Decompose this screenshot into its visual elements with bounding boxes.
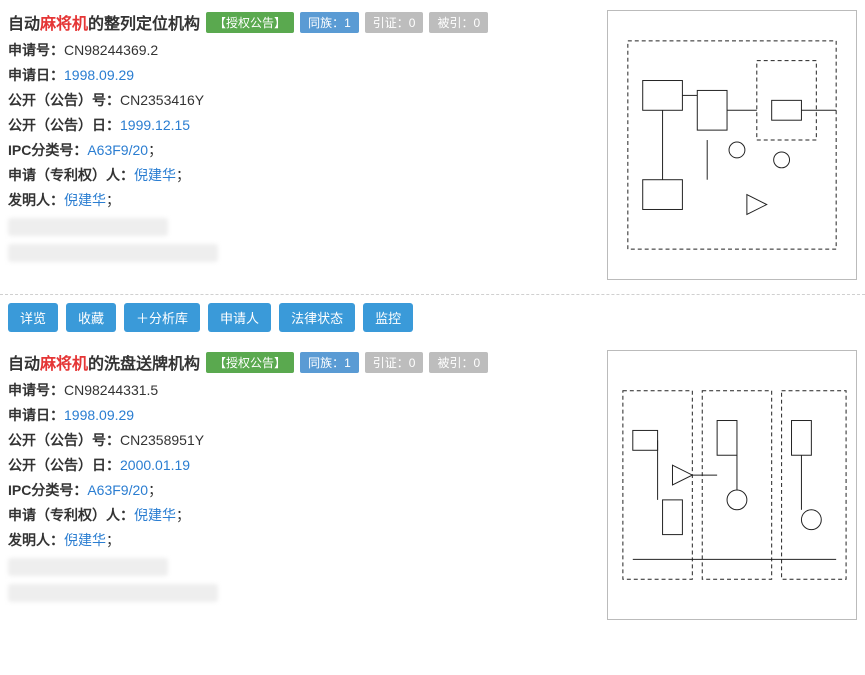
redacted-row xyxy=(8,558,168,576)
label-pub-date: 公开（公告）日： xyxy=(8,117,120,133)
value-ipc[interactable]: A63F9/20 xyxy=(87,482,148,498)
value-inventor[interactable]: 倪建华 xyxy=(64,192,106,208)
card-thumbnail-area xyxy=(595,10,857,280)
row-inventor: 发明人：倪建华； xyxy=(8,190,595,210)
redacted-row xyxy=(8,244,218,262)
applicant-button[interactable]: 申请人 xyxy=(208,303,271,332)
row-ipc: IPC分类号：A63F9/20； xyxy=(8,140,595,160)
title-suffix: 的洗盘送牌机构 xyxy=(88,356,200,373)
patent-card: 自动麻将机的整列定位机构 【授权公告】 同族：1 引证：0 被引：0 申请号：C… xyxy=(0,0,865,295)
row-pub-no: 公开（公告）号：CN2358951Y xyxy=(8,430,595,450)
label-pub-no: 公开（公告）号： xyxy=(8,432,120,448)
separator: ； xyxy=(106,532,120,548)
row-pub-date: 公开（公告）日：1999.12.15 xyxy=(8,115,595,135)
card-thumbnail-area xyxy=(595,350,857,620)
label-pub-date: 公开（公告）日： xyxy=(8,457,120,473)
label-app-no: 申请号： xyxy=(8,42,64,58)
label-inventor: 发明人： xyxy=(8,192,64,208)
actions-bar: 详览 收藏 ＋分析库 申请人 法律状态 监控 xyxy=(0,295,865,340)
value-pub-no: CN2358951Y xyxy=(120,432,204,448)
redacted-row xyxy=(8,218,168,236)
value-app-no: CN98244331.5 xyxy=(64,382,158,398)
separator: ； xyxy=(148,482,162,498)
row-app-no: 申请号：CN98244331.5 xyxy=(8,380,595,400)
separator: ； xyxy=(148,142,162,158)
label-pub-no: 公开（公告）号： xyxy=(8,92,120,108)
title-suffix: 的整列定位机构 xyxy=(88,16,200,33)
badge-family[interactable]: 同族：1 xyxy=(300,352,359,373)
patent-drawing-thumbnail[interactable] xyxy=(607,350,857,620)
value-applicant[interactable]: 倪建华 xyxy=(134,507,176,523)
title-row: 自动麻将机的洗盘送牌机构 【授权公告】 同族：1 引证：0 被引：0 xyxy=(8,350,595,374)
label-app-date: 申请日： xyxy=(8,67,64,83)
label-ipc: IPC分类号： xyxy=(8,482,87,498)
value-pub-date[interactable]: 2000.01.19 xyxy=(120,457,190,473)
card-details: 自动麻将机的洗盘送牌机构 【授权公告】 同族：1 引证：0 被引：0 申请号：C… xyxy=(8,350,595,620)
label-applicant: 申请（专利权）人： xyxy=(8,507,134,523)
title-highlight: 麻将机 xyxy=(40,356,88,373)
title-prefix: 自动 xyxy=(8,356,40,373)
card-details: 自动麻将机的整列定位机构 【授权公告】 同族：1 引证：0 被引：0 申请号：C… xyxy=(8,10,595,280)
value-app-date[interactable]: 1998.09.29 xyxy=(64,67,134,83)
separator: ； xyxy=(106,192,120,208)
row-app-date: 申请日：1998.09.29 xyxy=(8,65,595,85)
preview-button[interactable]: 详览 xyxy=(8,303,58,332)
circuit-diagram-icon xyxy=(608,11,856,279)
add-library-button[interactable]: ＋分析库 xyxy=(124,303,200,332)
badge-cited[interactable]: 被引：0 xyxy=(429,12,488,33)
value-ipc[interactable]: A63F9/20 xyxy=(87,142,148,158)
patent-drawing-thumbnail[interactable] xyxy=(607,10,857,280)
patent-title[interactable]: 自动麻将机的洗盘送牌机构 xyxy=(8,350,200,374)
monitor-button[interactable]: 监控 xyxy=(363,303,413,332)
title-highlight: 麻将机 xyxy=(40,16,88,33)
separator: ； xyxy=(176,167,190,183)
value-applicant[interactable]: 倪建华 xyxy=(134,167,176,183)
value-app-no: CN98244369.2 xyxy=(64,42,158,58)
legal-status-button[interactable]: 法律状态 xyxy=(279,303,355,332)
badge-cite[interactable]: 引证：0 xyxy=(365,12,424,33)
badge-cite[interactable]: 引证：0 xyxy=(365,352,424,373)
row-pub-date: 公开（公告）日：2000.01.19 xyxy=(8,455,595,475)
row-applicant: 申请（专利权）人：倪建华； xyxy=(8,505,595,525)
badge-auth[interactable]: 【授权公告】 xyxy=(206,12,294,33)
value-inventor[interactable]: 倪建华 xyxy=(64,532,106,548)
favorite-button[interactable]: 收藏 xyxy=(66,303,116,332)
separator: ； xyxy=(176,507,190,523)
value-app-date[interactable]: 1998.09.29 xyxy=(64,407,134,423)
row-applicant: 申请（专利权）人：倪建华； xyxy=(8,165,595,185)
value-pub-date[interactable]: 1999.12.15 xyxy=(120,117,190,133)
label-ipc: IPC分类号： xyxy=(8,142,87,158)
row-inventor: 发明人：倪建华； xyxy=(8,530,595,550)
circuit-diagram-icon xyxy=(608,351,856,619)
title-row: 自动麻将机的整列定位机构 【授权公告】 同族：1 引证：0 被引：0 xyxy=(8,10,595,34)
label-app-no: 申请号： xyxy=(8,382,64,398)
row-pub-no: 公开（公告）号：CN2353416Y xyxy=(8,90,595,110)
label-app-date: 申请日： xyxy=(8,407,64,423)
label-applicant: 申请（专利权）人： xyxy=(8,167,134,183)
badge-family[interactable]: 同族：1 xyxy=(300,12,359,33)
patent-card: 自动麻将机的洗盘送牌机构 【授权公告】 同族：1 引证：0 被引：0 申请号：C… xyxy=(0,340,865,634)
row-app-no: 申请号：CN98244369.2 xyxy=(8,40,595,60)
row-app-date: 申请日：1998.09.29 xyxy=(8,405,595,425)
redacted-row xyxy=(8,584,218,602)
badge-cited[interactable]: 被引：0 xyxy=(429,352,488,373)
value-pub-no: CN2353416Y xyxy=(120,92,204,108)
patent-title[interactable]: 自动麻将机的整列定位机构 xyxy=(8,10,200,34)
badge-auth[interactable]: 【授权公告】 xyxy=(206,352,294,373)
label-inventor: 发明人： xyxy=(8,532,64,548)
row-ipc: IPC分类号：A63F9/20； xyxy=(8,480,595,500)
title-prefix: 自动 xyxy=(8,16,40,33)
